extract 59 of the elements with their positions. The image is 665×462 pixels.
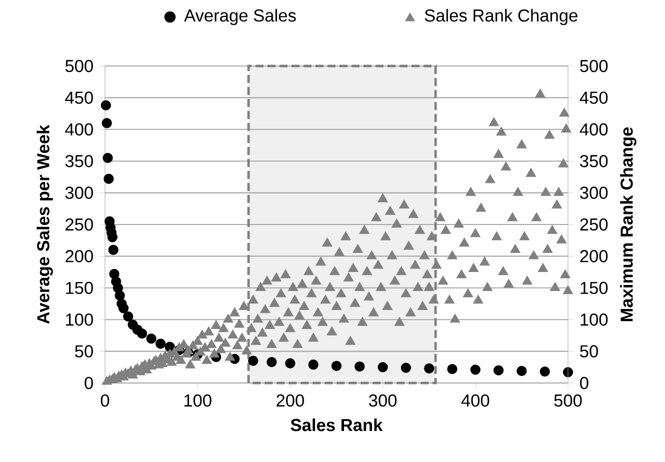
point [308, 360, 318, 370]
y2-axis-title: Maximum Rank Change [620, 127, 636, 322]
x-axis-title: Sales Rank [290, 418, 383, 432]
point [470, 364, 480, 375]
point [285, 358, 296, 368]
point [155, 338, 166, 349]
point [378, 362, 388, 372]
point [104, 174, 114, 184]
y-tick-label: 450 [65, 92, 93, 104]
y2-tick-label: 500 [580, 60, 608, 72]
point [400, 362, 412, 373]
point [107, 232, 118, 242]
point [114, 290, 125, 301]
y2-tick-label: 100 [580, 313, 608, 326]
point [108, 244, 118, 255]
point [447, 364, 458, 374]
point [102, 152, 113, 163]
point [146, 334, 156, 344]
point [424, 363, 434, 374]
y-tick-label: 0 [84, 376, 93, 390]
y2-tick-label: 50 [580, 345, 598, 358]
x-tick-label: 400 [461, 394, 490, 407]
point [266, 357, 277, 368]
legend-label: Sales Rank Change [424, 8, 578, 26]
y2-tick-label: 0 [580, 376, 588, 390]
y2-tick-label: 450 [580, 92, 608, 104]
point [493, 365, 504, 376]
y2-tick-label: 400 [580, 123, 608, 136]
y-tick-label: 50 [75, 345, 93, 358]
y2-tick-label: 150 [580, 282, 608, 294]
point [516, 366, 527, 376]
y-tick-label: 400 [65, 123, 93, 136]
y2-tick-label: 350 [580, 154, 608, 168]
y2-tick-label: 250 [580, 218, 608, 231]
y-tick-label: 100 [66, 313, 93, 326]
point [100, 100, 111, 110]
y2-tick-label: 300 [580, 186, 608, 199]
x-tick-label: 200 [276, 394, 304, 407]
y-tick-label: 300 [65, 186, 93, 199]
point [136, 328, 148, 339]
y-tick-label: 350 [65, 154, 93, 168]
point [118, 303, 129, 314]
y-tick-label: 150 [66, 282, 93, 294]
x-tick-label: 100 [184, 394, 212, 407]
y2-tick-label: 200 [580, 250, 608, 262]
y-tick-label: 250 [66, 218, 93, 231]
point [248, 356, 258, 366]
point [123, 311, 134, 322]
x-tick-label: 300 [369, 394, 397, 407]
point [102, 118, 112, 128]
point [331, 360, 342, 371]
point [540, 366, 550, 377]
y-tick-label: 200 [66, 250, 93, 262]
x-tick-label: 500 [554, 394, 582, 407]
point [354, 361, 365, 372]
y-tick-label: 500 [65, 60, 93, 72]
x-tick-label: 0 [100, 394, 110, 407]
legend-label: Average Sales [184, 8, 296, 26]
y-axis-title: Average Sales per Week [36, 124, 53, 324]
